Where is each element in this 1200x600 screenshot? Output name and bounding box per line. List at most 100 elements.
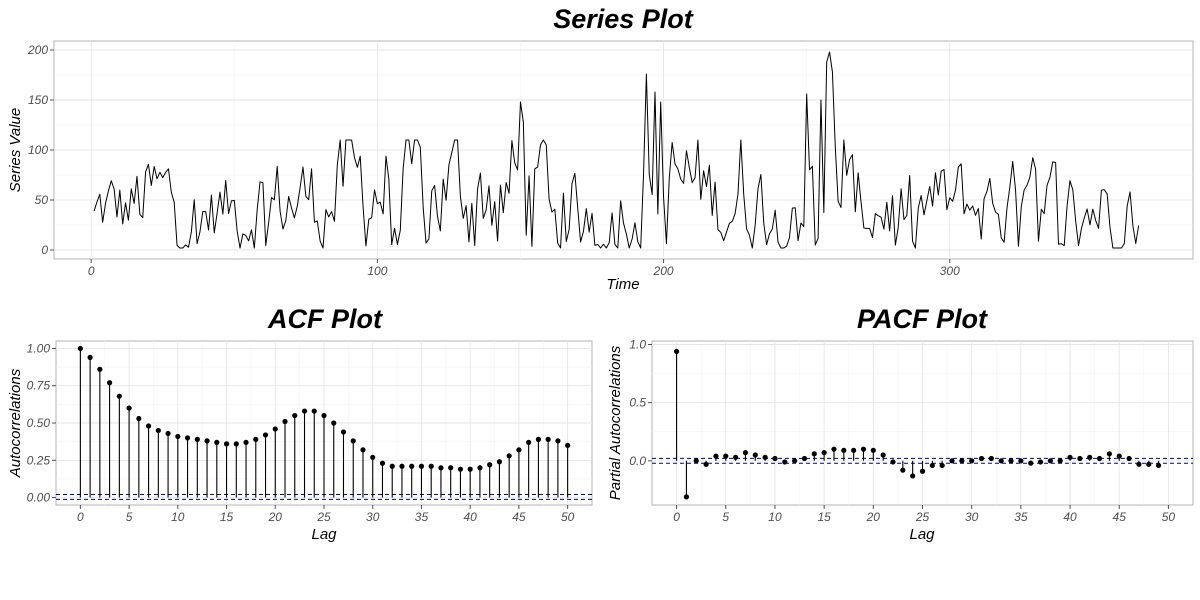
pacf-point: [1155, 462, 1162, 469]
acf-point: [204, 438, 210, 444]
pacf-plot-title: PACF Plot: [857, 304, 988, 334]
pacf-point: [880, 452, 886, 458]
pacf-point: [959, 458, 965, 464]
pacf-plot: PACF Plot 0 5 10 15 20 25 30 35 40 45 500.00.51.0 …: [607, 304, 1194, 543]
series-x-tick-label: 0: [88, 264, 95, 278]
pacf-x-tick-label: 35: [1014, 510, 1028, 524]
pacf-point: [713, 453, 719, 459]
acf-point: [340, 429, 347, 435]
acf-point: [428, 463, 434, 469]
pacf-point: [762, 454, 768, 460]
pacf-x-tick-label: 5: [722, 510, 729, 524]
acf-point: [155, 427, 161, 434]
acf-point: [545, 436, 551, 442]
acf-point: [487, 462, 493, 468]
acf-point: [331, 420, 337, 426]
pacf-point: [782, 459, 788, 465]
pacf-marks: [673, 348, 1162, 500]
acf-point: [350, 438, 356, 444]
acf-point: [282, 418, 288, 425]
pacf-point: [939, 462, 945, 469]
pacf-point: [969, 458, 975, 464]
acf-point: [526, 439, 532, 445]
pacf-x-tick-label: 40: [1063, 510, 1077, 524]
pacf-point: [1067, 454, 1073, 460]
acf-point: [165, 430, 171, 437]
pacf-point: [900, 467, 906, 473]
acf-y-tick-label: 0.25: [27, 453, 51, 467]
pacf-point: [1057, 458, 1063, 464]
pacf-point: [1008, 458, 1014, 464]
pacf-point: [998, 458, 1004, 464]
pacf-point: [988, 455, 994, 462]
pacf-point: [1087, 454, 1093, 460]
pacf-point: [821, 450, 827, 456]
series-y-tick-label: 200: [27, 43, 48, 57]
series-plot-ticks: 0 100 200 300 0 50 100 150 200: [27, 43, 960, 278]
acf-x-tick-label: 15: [220, 510, 234, 524]
pacf-point: [673, 348, 680, 355]
series-line: [93, 51, 1140, 249]
pacf-y-tick-label: 0.0: [629, 454, 646, 468]
acf-x-tick-label: 25: [316, 510, 331, 524]
acf-point: [379, 460, 386, 466]
pacf-point: [1116, 453, 1122, 459]
series-plot-title: Series Plot: [553, 4, 694, 34]
acf-point: [292, 412, 298, 419]
pacf-point: [772, 455, 778, 462]
acf-point: [418, 463, 425, 469]
acf-point: [496, 459, 503, 465]
series-y-tick-label: 50: [35, 193, 49, 207]
pacf-point: [1146, 461, 1152, 467]
acf-point: [565, 442, 571, 448]
pacf-point: [792, 458, 798, 464]
pacf-confidence-band: [652, 457, 1193, 464]
acf-plot-x-label: Lag: [311, 526, 337, 543]
pacf-point: [949, 458, 955, 464]
series-x-tick-label: 300: [940, 264, 960, 278]
acf-point: [175, 433, 181, 440]
pacf-point: [742, 450, 749, 456]
pacf-point: [841, 447, 847, 453]
acf-point: [77, 345, 83, 352]
acf-point: [214, 439, 220, 445]
series-y-tick-label: 0: [41, 243, 48, 257]
acf-point: [506, 453, 512, 459]
acf-point: [438, 465, 444, 471]
acf-point: [535, 436, 542, 442]
acf-point: [467, 466, 473, 472]
pacf-point: [752, 452, 758, 458]
acf-point: [243, 439, 249, 445]
pacf-point: [703, 461, 709, 467]
acf-point: [223, 441, 230, 447]
acf-plot-ticks: 0 5 10 15 20 25 30 35 40 45 50 0.00 0.25 0.50 0.75 1.00: [27, 341, 575, 524]
acf-point: [555, 438, 561, 444]
acf-marks: [77, 345, 571, 498]
pacf-point: [1028, 460, 1034, 466]
acf-x-tick-label: 30: [366, 510, 380, 524]
acf-point: [194, 436, 200, 442]
pacf-point: [733, 454, 739, 460]
pacf-x-tick-label: 30: [965, 510, 979, 524]
acf-point: [370, 454, 376, 460]
acf-point: [311, 408, 317, 414]
acf-point: [516, 447, 522, 453]
series-plot-grid: [54, 41, 1193, 259]
pacf-point: [851, 447, 857, 453]
pacf-point: [1126, 455, 1132, 462]
pacf-plot-x-label: Lag: [909, 526, 935, 543]
pacf-point: [1136, 461, 1142, 467]
acf-plot: ACF Plot 0 5 10 15 20 25 30 35 40 45 50 0.00 0.25 0.5…: [7, 304, 593, 543]
acf-x-tick-label: 20: [268, 510, 283, 524]
acf-x-tick-label: 45: [512, 510, 526, 524]
pacf-point: [1077, 455, 1083, 462]
acf-point: [87, 354, 93, 360]
acf-point: [301, 408, 308, 414]
acf-x-tick-label: 35: [415, 510, 429, 524]
pacf-point: [831, 446, 837, 452]
acf-plot-y-label: Autocorrelations: [7, 368, 24, 478]
pacf-x-tick-label: 0: [673, 510, 680, 524]
pacf-point: [870, 447, 876, 453]
pacf-x-tick-label: 10: [768, 510, 782, 524]
